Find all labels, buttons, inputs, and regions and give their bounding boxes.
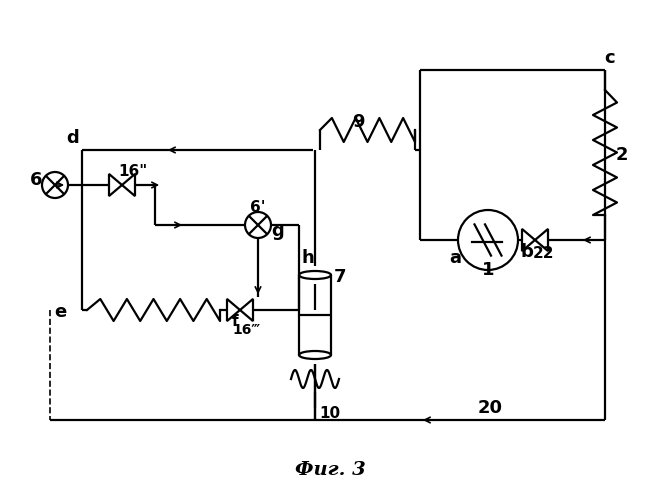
Text: 6': 6' xyxy=(250,200,266,216)
Text: 16‴: 16‴ xyxy=(233,323,261,337)
Text: 10: 10 xyxy=(320,406,341,420)
Text: f: f xyxy=(232,314,239,330)
Text: h: h xyxy=(302,249,314,267)
Text: e: e xyxy=(54,303,66,321)
Text: a: a xyxy=(449,249,461,267)
Text: c: c xyxy=(605,49,616,67)
Text: Фиг. 3: Фиг. 3 xyxy=(295,461,365,479)
Text: 7: 7 xyxy=(333,268,346,286)
Text: 6: 6 xyxy=(30,171,42,189)
Text: g: g xyxy=(272,222,285,240)
Text: 9: 9 xyxy=(352,113,364,131)
Text: 16": 16" xyxy=(119,164,148,180)
Text: 1: 1 xyxy=(482,261,494,279)
Text: 22: 22 xyxy=(532,246,554,260)
Text: 2: 2 xyxy=(616,146,628,164)
Text: d: d xyxy=(67,129,79,147)
Text: 20: 20 xyxy=(478,399,503,417)
Text: b: b xyxy=(521,243,533,261)
